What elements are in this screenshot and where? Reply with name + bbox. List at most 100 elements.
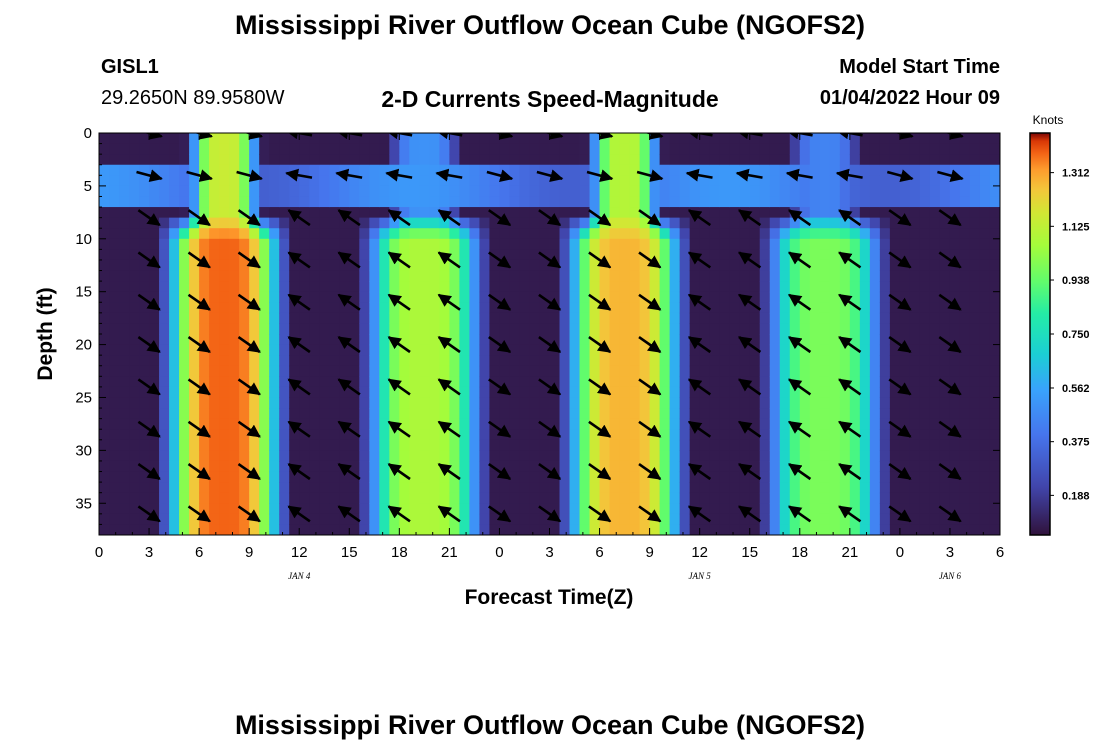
heatmap-cell: [139, 439, 150, 451]
heatmap-cell: [409, 259, 420, 272]
heatmap-cell: [949, 418, 961, 430]
heatmap-cell: [359, 334, 370, 346]
heatmap-cell: [629, 238, 641, 250]
heatmap-cell: [349, 228, 360, 240]
heatmap-cell: [459, 291, 471, 303]
heatmap-cell: [529, 270, 541, 282]
heatmap-cell: [699, 312, 711, 325]
heatmap-cell: [139, 238, 150, 250]
heatmap-cell: [589, 196, 601, 208]
heatmap-cell: [189, 238, 200, 250]
heatmap-cell: [849, 365, 861, 377]
heatmap-cell: [799, 471, 811, 483]
heatmap-cell: [459, 365, 471, 377]
heatmap-cell: [399, 207, 410, 219]
colorbar-scale: [1029, 132, 1051, 536]
heatmap-cell: [389, 513, 400, 526]
heatmap-cell: [119, 133, 130, 145]
heatmap-cell: [729, 217, 741, 229]
heatmap-cell: [289, 228, 300, 240]
heatmap-cell: [569, 281, 581, 293]
heatmap-cell: [349, 154, 360, 166]
current-vector: [838, 336, 862, 354]
heatmap-cell: [799, 217, 811, 229]
heatmap-cell: [869, 482, 881, 494]
heatmap-cell: [939, 259, 951, 272]
heatmap-cell: [799, 524, 811, 535]
heatmap-cell: [629, 482, 641, 494]
heatmap-cell: [819, 207, 831, 219]
heatmap-cell: [849, 249, 861, 261]
heatmap-cell: [579, 302, 591, 314]
heatmap-cell: [599, 503, 611, 515]
heatmap-cell: [939, 386, 951, 399]
heatmap-cell: [779, 185, 791, 198]
heatmap-cell: [899, 185, 911, 198]
heatmap-cell: [459, 355, 471, 367]
current-vector: [337, 505, 361, 523]
heatmap-cell: [219, 291, 230, 303]
heatmap-cell: [279, 259, 290, 272]
current-vector: [187, 251, 211, 269]
heatmap-cell: [629, 291, 641, 303]
heatmap-cell: [399, 344, 410, 356]
heatmap-cell: [229, 524, 240, 535]
current-vector: [136, 169, 163, 182]
heatmap-cell: [789, 228, 801, 240]
heatmap-cell: [99, 175, 110, 187]
heatmap-cell: [259, 513, 270, 526]
heatmap-cell: [419, 439, 430, 451]
heatmap-cell: [759, 143, 771, 155]
heatmap-cell: [299, 259, 310, 272]
heatmap-cell: [869, 175, 881, 187]
heatmap-cell: [489, 238, 501, 250]
heatmap-cell: [529, 185, 541, 198]
heatmap-cell: [879, 238, 891, 250]
heatmap-cell: [939, 196, 951, 208]
heatmap-cell: [139, 291, 150, 303]
heatmap-cell: [119, 439, 130, 451]
heatmap-cell: [969, 460, 981, 473]
heatmap-cell: [529, 281, 541, 293]
heatmap-cell: [279, 355, 290, 367]
heatmap-cell: [659, 397, 671, 409]
heatmap-cell: [369, 154, 380, 166]
heatmap-cell: [309, 196, 320, 208]
current-vector: [785, 168, 813, 182]
heatmap-cell: [359, 344, 370, 356]
heatmap-cell: [729, 376, 741, 388]
heatmap-cell: [719, 471, 731, 483]
heatmap-cell: [529, 196, 541, 208]
heatmap-cell: [289, 238, 300, 250]
heatmap-cell: [869, 312, 881, 325]
heatmap-cell: [869, 196, 881, 208]
heatmap-cell: [589, 154, 601, 166]
heatmap-cell: [169, 408, 180, 420]
heatmap-cell: [849, 429, 861, 441]
x-tick-label: 3: [545, 544, 553, 561]
heatmap-cell: [139, 207, 150, 219]
heatmap-cell: [939, 376, 951, 388]
heatmap-cell: [529, 365, 541, 377]
heatmap-cell: [189, 154, 200, 166]
heatmap-cell: [169, 228, 180, 240]
heatmap-cell: [769, 344, 781, 356]
heatmap-cell: [169, 503, 180, 515]
heatmap-cell: [309, 143, 320, 155]
heatmap-cell: [989, 408, 1000, 420]
heatmap-cell: [989, 450, 1000, 462]
heatmap-cell: [819, 471, 831, 483]
heatmap-cell: [109, 228, 120, 240]
heatmap-cell: [459, 450, 471, 462]
heatmap-cell: [209, 429, 220, 441]
heatmap-cell: [599, 154, 611, 166]
heatmap-cell: [849, 207, 861, 219]
heatmap-cell: [579, 334, 591, 346]
heatmap-cell: [949, 312, 961, 325]
heatmap-cell: [529, 482, 541, 494]
heatmap-cell: [939, 249, 951, 261]
heatmap-cell: [179, 312, 190, 325]
heatmap-cell: [709, 196, 721, 208]
heatmap-cell: [639, 302, 651, 314]
heatmap-cell: [659, 355, 671, 367]
